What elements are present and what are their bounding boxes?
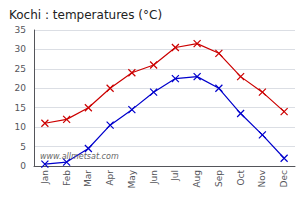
svg-text:Jul: Jul	[170, 170, 180, 182]
svg-text:www.allmetsat.com: www.allmetsat.com	[40, 152, 119, 161]
svg-text:Aug: Aug	[192, 170, 202, 188]
svg-text:Apr: Apr	[105, 170, 115, 186]
svg-text:25: 25	[15, 64, 26, 74]
svg-text:Kochi : temperatures (°C): Kochi : temperatures (°C)	[9, 8, 162, 22]
svg-text:Sep: Sep	[214, 170, 224, 187]
svg-text:10: 10	[15, 122, 27, 132]
svg-text:20: 20	[15, 83, 27, 93]
svg-text:Mar: Mar	[83, 170, 93, 187]
svg-text:15: 15	[15, 103, 26, 113]
svg-text:5: 5	[20, 142, 26, 152]
svg-text:Jan: Jan	[40, 170, 50, 185]
svg-text:Jun: Jun	[149, 170, 159, 185]
svg-text:30: 30	[15, 44, 27, 54]
svg-text:Dec: Dec	[279, 170, 289, 187]
svg-text:Oct: Oct	[236, 170, 246, 186]
svg-text:Nov: Nov	[257, 169, 267, 187]
svg-text:Feb: Feb	[62, 170, 72, 186]
svg-text:35: 35	[15, 25, 26, 35]
svg-text:May: May	[127, 169, 137, 188]
svg-text:0: 0	[20, 161, 26, 171]
